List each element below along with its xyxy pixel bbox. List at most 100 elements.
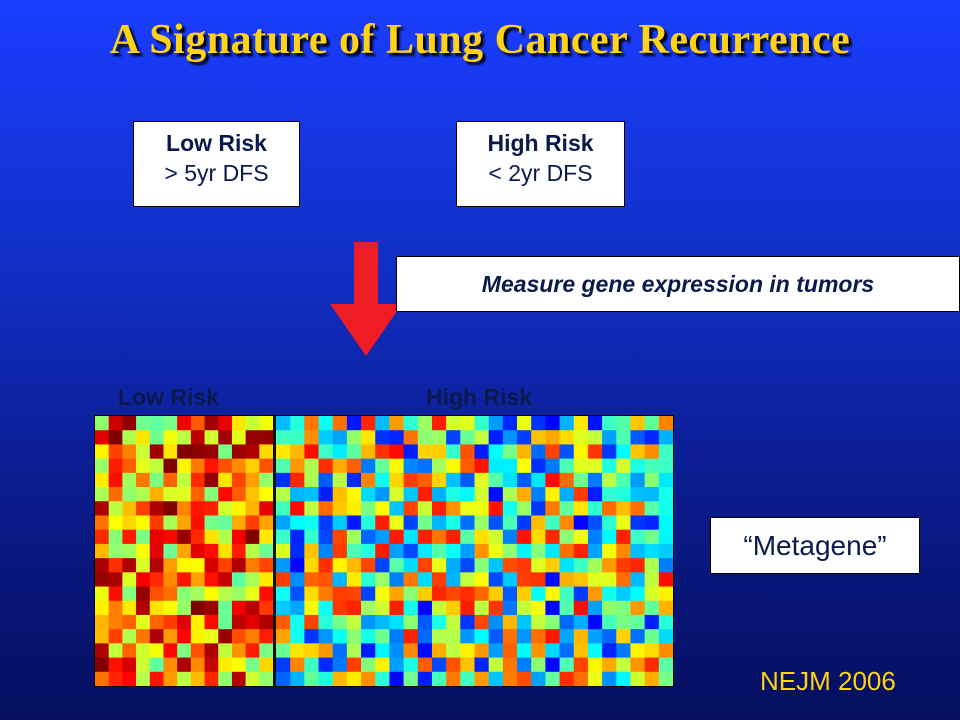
heatmap-cell <box>204 416 219 431</box>
heatmap-cell <box>602 657 617 673</box>
heatmap-cell <box>488 600 504 616</box>
heatmap-cell <box>163 529 178 545</box>
heatmap-cell <box>602 487 617 502</box>
heatmap-cell <box>332 543 348 559</box>
heatmap-cell <box>318 444 334 460</box>
heatmap-cell <box>346 416 362 431</box>
heatmap-cell <box>318 558 334 573</box>
heatmap-cell <box>531 558 546 573</box>
heatmap-cell <box>245 472 260 488</box>
heatmap-cell <box>245 487 260 502</box>
heatmap-cell <box>163 430 178 446</box>
heatmap-cell <box>163 543 178 559</box>
heatmap-cell <box>163 671 178 687</box>
heatmap-cell <box>389 657 405 673</box>
heatmap-cell <box>517 657 532 673</box>
heatmap-cell <box>290 558 305 573</box>
heatmap-cell <box>218 430 233 446</box>
heatmap-cell <box>531 515 546 531</box>
heatmap-cell <box>403 614 419 630</box>
heatmap-cell <box>403 558 419 573</box>
heatmap-cell <box>259 671 274 687</box>
heatmap-cell <box>389 572 405 588</box>
heatmap-cell <box>163 501 178 517</box>
heatmap-cell <box>231 487 247 502</box>
heatmap-cell <box>616 600 632 616</box>
heatmap-cell <box>375 558 391 573</box>
heatmap-cell <box>474 614 490 630</box>
heatmap-cell <box>136 671 151 687</box>
heatmap-cell <box>403 543 419 559</box>
heatmap-cell <box>403 572 419 588</box>
heatmap-cell <box>149 558 165 573</box>
heatmap-cell <box>658 614 674 630</box>
heatmap-cell <box>446 444 461 460</box>
heatmap-cell <box>149 501 165 517</box>
heatmap-cell <box>658 487 674 502</box>
heatmap-cell <box>218 614 233 630</box>
heatmap-cell <box>644 657 660 673</box>
heatmap-cell <box>446 600 461 616</box>
heatmap-cell <box>460 629 476 644</box>
heatmap-cell <box>417 643 433 659</box>
heatmap-cell <box>602 458 617 474</box>
heatmap-cell <box>446 416 461 431</box>
heatmap-cell <box>163 629 178 644</box>
heatmap-cell <box>290 543 305 559</box>
heatmap-cell <box>446 643 461 659</box>
heatmap-cell <box>474 572 490 588</box>
heatmap-cell <box>346 600 362 616</box>
heatmap-cell <box>488 543 504 559</box>
heatmap-cell <box>375 643 391 659</box>
heatmap-cell <box>375 586 391 602</box>
heatmap-cell <box>136 529 151 545</box>
heatmap-cell <box>474 487 490 502</box>
heatmap-cell <box>346 444 362 460</box>
heatmap-cell <box>587 643 603 659</box>
heatmap-cell <box>587 515 603 531</box>
reference-citation: NEJM 2006 <box>760 666 896 696</box>
heatmap-cell <box>630 444 646 460</box>
heatmap-cell <box>375 529 391 545</box>
heatmap-cell <box>502 458 518 474</box>
heatmap-cell <box>460 657 476 673</box>
heatmap-cell <box>190 558 206 573</box>
heatmap-cell <box>488 515 504 531</box>
heatmap-cell <box>290 472 305 488</box>
heatmap-cell <box>149 572 165 588</box>
heatmap-cell <box>190 572 206 588</box>
heatmap-cell <box>204 600 219 616</box>
heatmap-cell <box>630 657 646 673</box>
heatmap-cell <box>190 458 206 474</box>
heatmap-cell <box>108 487 123 502</box>
heatmap-cell <box>474 629 490 644</box>
heatmap-cell <box>218 572 233 588</box>
heatmap-cell <box>517 643 532 659</box>
heatmap-cell <box>545 643 561 659</box>
heatmap-cell <box>559 543 575 559</box>
heatmap-cell <box>658 657 674 673</box>
heatmap-cell <box>517 472 532 488</box>
heatmap-cell <box>108 543 123 559</box>
heatmap-cell <box>460 515 476 531</box>
heatmap-cell <box>108 657 123 673</box>
heatmap-cell <box>545 629 561 644</box>
heatmap-cell <box>245 629 260 644</box>
heatmap-cell <box>276 657 291 673</box>
heatmap-cell <box>218 515 233 531</box>
heatmap-cell <box>502 558 518 573</box>
heatmap-cell <box>502 586 518 602</box>
heatmap-cell <box>245 416 260 431</box>
heatmap-cell <box>245 458 260 474</box>
heatmap-cell <box>431 501 447 517</box>
heatmap-cell <box>259 629 274 644</box>
heatmap-cell <box>290 529 305 545</box>
heatmap-cell <box>259 472 274 488</box>
heatmap-cell <box>630 501 646 517</box>
heatmap-cell <box>488 629 504 644</box>
heatmap-cell <box>231 515 247 531</box>
heatmap-cell <box>318 629 334 644</box>
heatmap-cell <box>332 629 348 644</box>
heatmap-cell <box>573 643 589 659</box>
heatmap-cell <box>389 416 405 431</box>
